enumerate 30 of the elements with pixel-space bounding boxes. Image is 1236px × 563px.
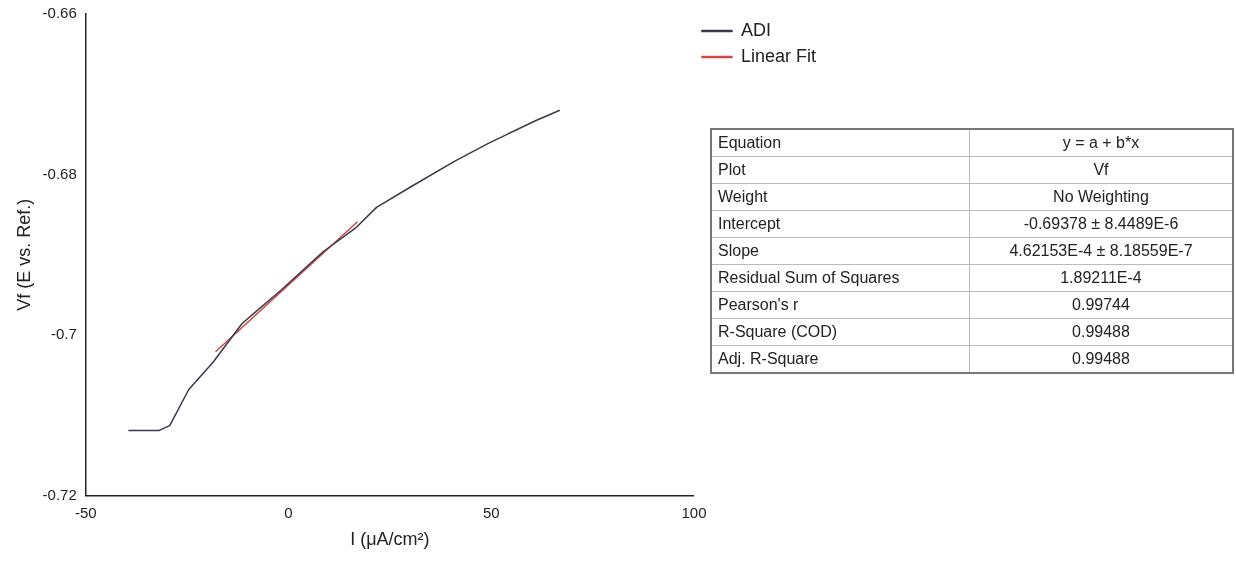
y-tick-label: -0.66 (42, 4, 77, 22)
x-tick-label: 0 (284, 503, 293, 521)
text: Equation (711, 129, 970, 157)
text: 0.99488 (969, 345, 1233, 373)
text: Pearson's r (711, 291, 970, 319)
text: 4.62153E-4 ± 8.18559E-7 (969, 237, 1233, 265)
text: Slope (711, 237, 970, 265)
text: y = a + b*x (969, 129, 1233, 157)
x-axis-title: I (μA/cm²) (350, 529, 430, 550)
text: 0.99488 (969, 318, 1233, 346)
text: Plot (711, 156, 970, 184)
text: Residual Sum of Squares (711, 264, 970, 292)
text: Vf (969, 156, 1233, 184)
text: R-Square (COD) (711, 318, 970, 346)
x-tick-label: -50 (74, 503, 97, 521)
y-tick-label: -0.7 (50, 325, 77, 343)
text: 0.99744 (969, 291, 1233, 319)
y-tick-label: -0.68 (42, 164, 77, 182)
legend-label: Linear Fit (740, 45, 817, 66)
y-axis-title: Vf (E vs. Ref.) (13, 198, 34, 311)
text: Intercept (711, 210, 970, 238)
text: Adj. R-Square (711, 345, 970, 373)
x-tick-label: 50 (482, 503, 500, 521)
x-tick-label: 100 (681, 503, 707, 521)
text: Weight (711, 183, 970, 211)
text: No Weighting (969, 183, 1233, 211)
y-tick-label: -0.72 (42, 485, 77, 503)
text: -0.69378 ± 8.4489E-6 (969, 210, 1233, 238)
legend-label: ADI (740, 19, 771, 40)
text: 1.89211E-4 (969, 264, 1233, 292)
